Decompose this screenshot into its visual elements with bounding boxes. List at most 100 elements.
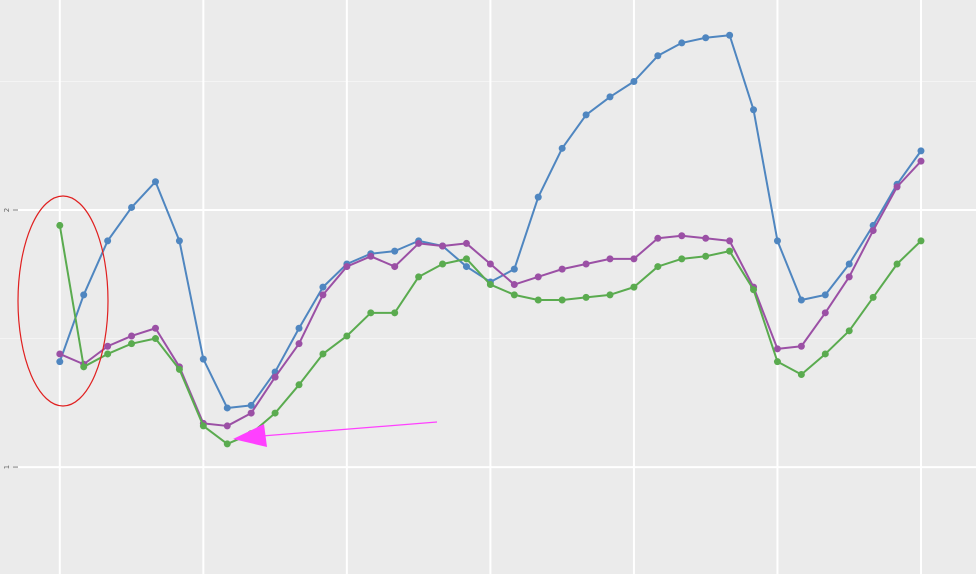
data-point bbox=[462, 255, 470, 263]
data-point bbox=[630, 283, 638, 291]
data-point bbox=[534, 193, 542, 201]
data-point bbox=[104, 350, 112, 358]
data-point bbox=[56, 221, 64, 229]
data-point bbox=[750, 106, 758, 114]
data-point bbox=[462, 239, 470, 247]
y-tick-label: 2 bbox=[3, 208, 11, 212]
data-point bbox=[486, 281, 494, 289]
data-point bbox=[726, 237, 734, 245]
data-point bbox=[558, 296, 566, 304]
data-point bbox=[534, 273, 542, 281]
data-point bbox=[821, 350, 829, 358]
arrow-head bbox=[233, 424, 267, 447]
data-point bbox=[415, 239, 423, 247]
data-point bbox=[367, 252, 375, 260]
data-point bbox=[223, 440, 231, 448]
data-point bbox=[199, 422, 207, 430]
data-point bbox=[80, 363, 88, 371]
data-point bbox=[654, 52, 662, 60]
data-point bbox=[415, 273, 423, 281]
data-point bbox=[606, 93, 614, 101]
data-point bbox=[104, 237, 112, 245]
data-point bbox=[128, 203, 136, 211]
data-point bbox=[319, 283, 327, 291]
data-point bbox=[606, 255, 614, 263]
data-point bbox=[319, 291, 327, 299]
data-point bbox=[582, 260, 590, 268]
data-point bbox=[319, 350, 327, 358]
data-point bbox=[391, 247, 399, 255]
data-point bbox=[773, 237, 781, 245]
data-point bbox=[869, 293, 877, 301]
data-point bbox=[391, 263, 399, 271]
data-point bbox=[247, 409, 255, 417]
data-point bbox=[56, 358, 64, 366]
data-point bbox=[367, 309, 375, 317]
highlight-ellipse bbox=[17, 195, 109, 407]
data-point bbox=[582, 293, 590, 301]
data-point bbox=[750, 286, 758, 294]
data-point bbox=[821, 291, 829, 299]
data-point bbox=[845, 327, 853, 335]
data-point bbox=[797, 342, 805, 350]
data-point bbox=[773, 345, 781, 353]
data-point bbox=[295, 340, 303, 348]
data-point bbox=[917, 147, 925, 155]
data-point bbox=[151, 178, 159, 186]
data-point bbox=[343, 332, 351, 340]
data-point bbox=[439, 242, 447, 250]
data-point bbox=[151, 335, 159, 343]
data-point bbox=[869, 227, 877, 235]
data-point bbox=[175, 365, 183, 373]
data-point bbox=[678, 255, 686, 263]
data-point bbox=[917, 157, 925, 165]
data-point bbox=[893, 260, 901, 268]
data-point bbox=[558, 144, 566, 152]
data-point bbox=[104, 342, 112, 350]
data-point bbox=[726, 31, 734, 39]
data-point bbox=[893, 183, 901, 191]
data-point bbox=[845, 273, 853, 281]
data-point bbox=[702, 34, 710, 42]
data-point bbox=[678, 39, 686, 47]
data-point bbox=[510, 291, 518, 299]
data-point bbox=[175, 237, 183, 245]
data-point bbox=[917, 237, 925, 245]
plot bbox=[56, 31, 925, 448]
data-point bbox=[797, 296, 805, 304]
data-point bbox=[797, 371, 805, 379]
data-point bbox=[151, 324, 159, 332]
data-point bbox=[295, 324, 303, 332]
data-point bbox=[391, 309, 399, 317]
data-point bbox=[630, 255, 638, 263]
data-point bbox=[726, 247, 734, 255]
data-point bbox=[630, 77, 638, 85]
data-point bbox=[510, 265, 518, 273]
data-point bbox=[223, 404, 231, 412]
data-point bbox=[462, 263, 470, 271]
data-point bbox=[654, 234, 662, 242]
data-point bbox=[223, 422, 231, 430]
y-tick-label: 1 bbox=[3, 465, 11, 469]
data-point bbox=[80, 291, 88, 299]
data-point bbox=[271, 373, 279, 381]
data-point bbox=[606, 291, 614, 299]
arrow-shaft bbox=[261, 421, 438, 437]
data-point bbox=[199, 355, 207, 363]
data-point bbox=[128, 332, 136, 340]
data-point bbox=[582, 111, 590, 119]
data-point bbox=[510, 281, 518, 289]
data-point bbox=[439, 260, 447, 268]
data-point bbox=[247, 401, 255, 409]
data-point bbox=[128, 340, 136, 348]
data-point bbox=[343, 263, 351, 271]
data-point bbox=[773, 358, 781, 366]
data-point bbox=[654, 263, 662, 271]
data-point bbox=[821, 309, 829, 317]
data-point bbox=[486, 260, 494, 268]
data-point bbox=[702, 252, 710, 260]
data-point bbox=[678, 232, 686, 240]
